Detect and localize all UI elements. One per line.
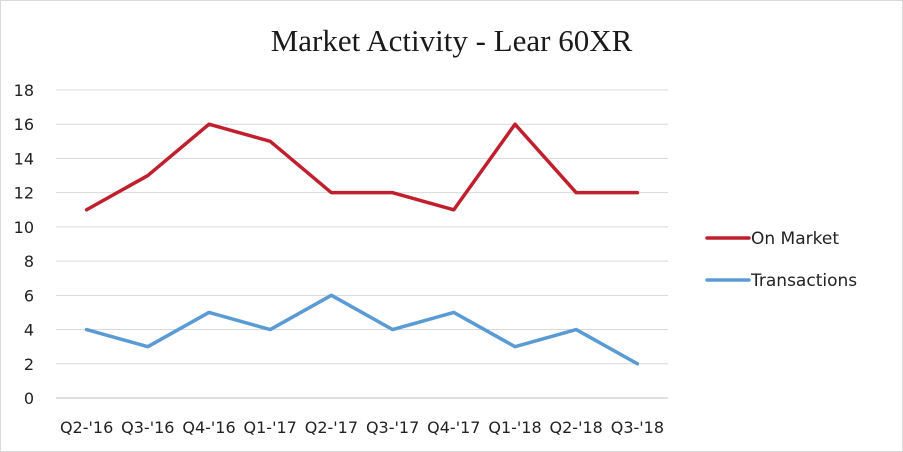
y-tick-label: 4 [24, 321, 34, 340]
x-tick-label: Q3-'16 [121, 418, 174, 437]
data-point [574, 191, 578, 195]
y-tick-label: 0 [24, 389, 34, 408]
x-tick-label: Q1-'17 [244, 418, 297, 437]
y-tick-label: 6 [24, 286, 34, 305]
data-point [146, 345, 150, 349]
x-tick-label: Q4-'16 [182, 418, 235, 437]
data-point [207, 122, 211, 126]
legend-label: On Market [751, 229, 839, 249]
x-tick-label: Q2-'18 [550, 418, 603, 437]
data-point [513, 345, 517, 349]
data-point [391, 191, 395, 195]
y-tick-label: 18 [14, 81, 34, 100]
data-point [207, 310, 211, 314]
data-point [329, 293, 333, 297]
y-tick-label: 10 [14, 218, 34, 237]
data-point [635, 191, 639, 195]
y-tick-label: 16 [14, 115, 34, 134]
data-point [452, 310, 456, 314]
data-point [268, 328, 272, 332]
y-tick-label: 12 [14, 184, 34, 203]
x-tick-label: Q3-'17 [366, 418, 419, 437]
x-tick-label: Q4-'17 [427, 418, 480, 437]
data-point [329, 191, 333, 195]
data-point [635, 362, 639, 366]
data-point [85, 328, 89, 332]
data-point [85, 208, 89, 212]
x-axis: Q2-'16 Q3-'16 Q4-'16 Q1-'17 Q2-'17 Q3-'17 Q4-'… [60, 418, 664, 437]
gridlines [56, 89, 668, 399]
data-point [391, 328, 395, 332]
legend-label: Transactions [750, 271, 857, 291]
data-point [268, 139, 272, 143]
data-point [146, 174, 150, 178]
legend: On Market Transactions [705, 229, 857, 291]
x-tick-label: Q2-'16 [60, 418, 113, 437]
data-point [574, 328, 578, 332]
data-point [513, 122, 517, 126]
series-line-on-market [84, 122, 640, 212]
x-tick-label: Q2-'17 [305, 418, 358, 437]
data-point [452, 208, 456, 212]
y-tick-label: 14 [14, 149, 34, 168]
x-tick-label: Q3-'18 [611, 418, 664, 437]
y-axis: 0 2 4 6 8 10 12 14 16 18 [14, 81, 34, 408]
y-tick-label: 8 [24, 252, 34, 271]
chart-title: Market Activity - Lear 60XR [270, 23, 633, 58]
x-tick-label: Q1-'18 [488, 418, 541, 437]
y-tick-label: 2 [24, 355, 34, 374]
series-line-transactions [84, 293, 640, 366]
series-lines [84, 122, 640, 366]
